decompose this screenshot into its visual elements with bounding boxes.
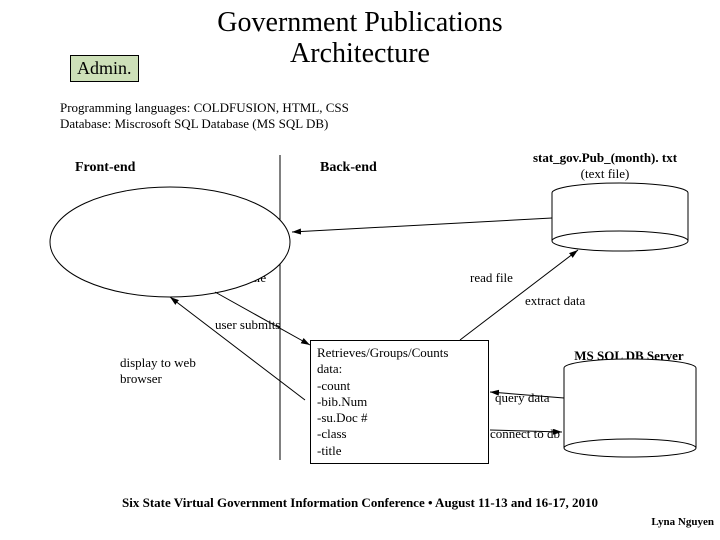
frontend-node-l1: -view by month & year <box>82 238 292 254</box>
retrieve-l4: -su.Doc # <box>317 410 482 426</box>
frontend-label: Front-end <box>75 160 135 176</box>
retrieve-l6: -title <box>317 443 482 459</box>
db-node-l2: -su.Doc# <box>580 408 690 424</box>
edge-query-data: query data <box>495 390 550 406</box>
backend-label: Back-end <box>320 160 377 176</box>
retrieve-l3: -bib.Num <box>317 394 482 410</box>
frontend-node-l2: -sort by: a-z, su.Docs, highest hits <box>82 254 292 270</box>
statfile-name: stat_gov.Pub_(month). txt <box>510 150 700 166</box>
footer-text: Six State Virtual Government Information… <box>0 495 720 511</box>
edge-display: display to webbrowser <box>120 355 210 388</box>
retrieve-l0: Retrieves/Groups/Counts <box>317 345 482 361</box>
title-line2: Architecture <box>290 38 430 69</box>
author-text: Lyna Nguyen <box>651 516 714 528</box>
edge-extract-data: extract data <box>525 293 585 309</box>
page-title: Government Publications Architecture <box>150 8 570 70</box>
title-line1: Government Publications <box>217 7 502 38</box>
retrieve-l1: data: <box>317 361 482 377</box>
db-node-l1: -bib.Num <box>580 391 690 407</box>
frontend-node-l3: -search by bib.Num, su.Docs#, title <box>82 270 292 286</box>
frontend-node-title: stat_gov.Pub. htm <box>82 205 292 221</box>
db-node-title: MS SQL DB Server <box>565 348 693 364</box>
txt-node-l2: - bib.Num <box>560 216 680 232</box>
edge-connect-db: connect to db <box>490 426 560 442</box>
edge-read-file: read file <box>470 270 513 286</box>
db-node: Data from DB: -bib.Num -su.Doc# -class -… <box>580 375 690 456</box>
db-node-l4: -title <box>580 440 690 456</box>
prog-lang-line: Programming languages: COLDFUSION, HTML,… <box>60 100 349 116</box>
frontend-node: stat_gov.Pub. htm -login/logoff -view by… <box>82 205 292 286</box>
frontend-node-l0: -login/logoff <box>82 221 292 237</box>
txt-node: Stores hit data: - bib.Num <box>560 200 680 233</box>
db-node-l3: -class <box>580 424 690 440</box>
admin-box: Admin. <box>70 55 139 82</box>
retrieve-l2: -count <box>317 378 482 394</box>
retrieve-l5: -class <box>317 426 482 442</box>
admin-label: Admin. <box>77 58 132 78</box>
db-node-l0: Data from DB: <box>580 375 690 391</box>
statfile-sub: (text file) <box>510 166 700 182</box>
edge-user-submits: user submits <box>215 317 280 333</box>
txt-node-l1: Stores hit data: <box>560 200 680 216</box>
retrieve-node: Retrieves/Groups/Counts data: -count -bi… <box>310 340 489 464</box>
db-line: Database: Miscrosoft SQL Database (MS SQ… <box>60 116 328 132</box>
